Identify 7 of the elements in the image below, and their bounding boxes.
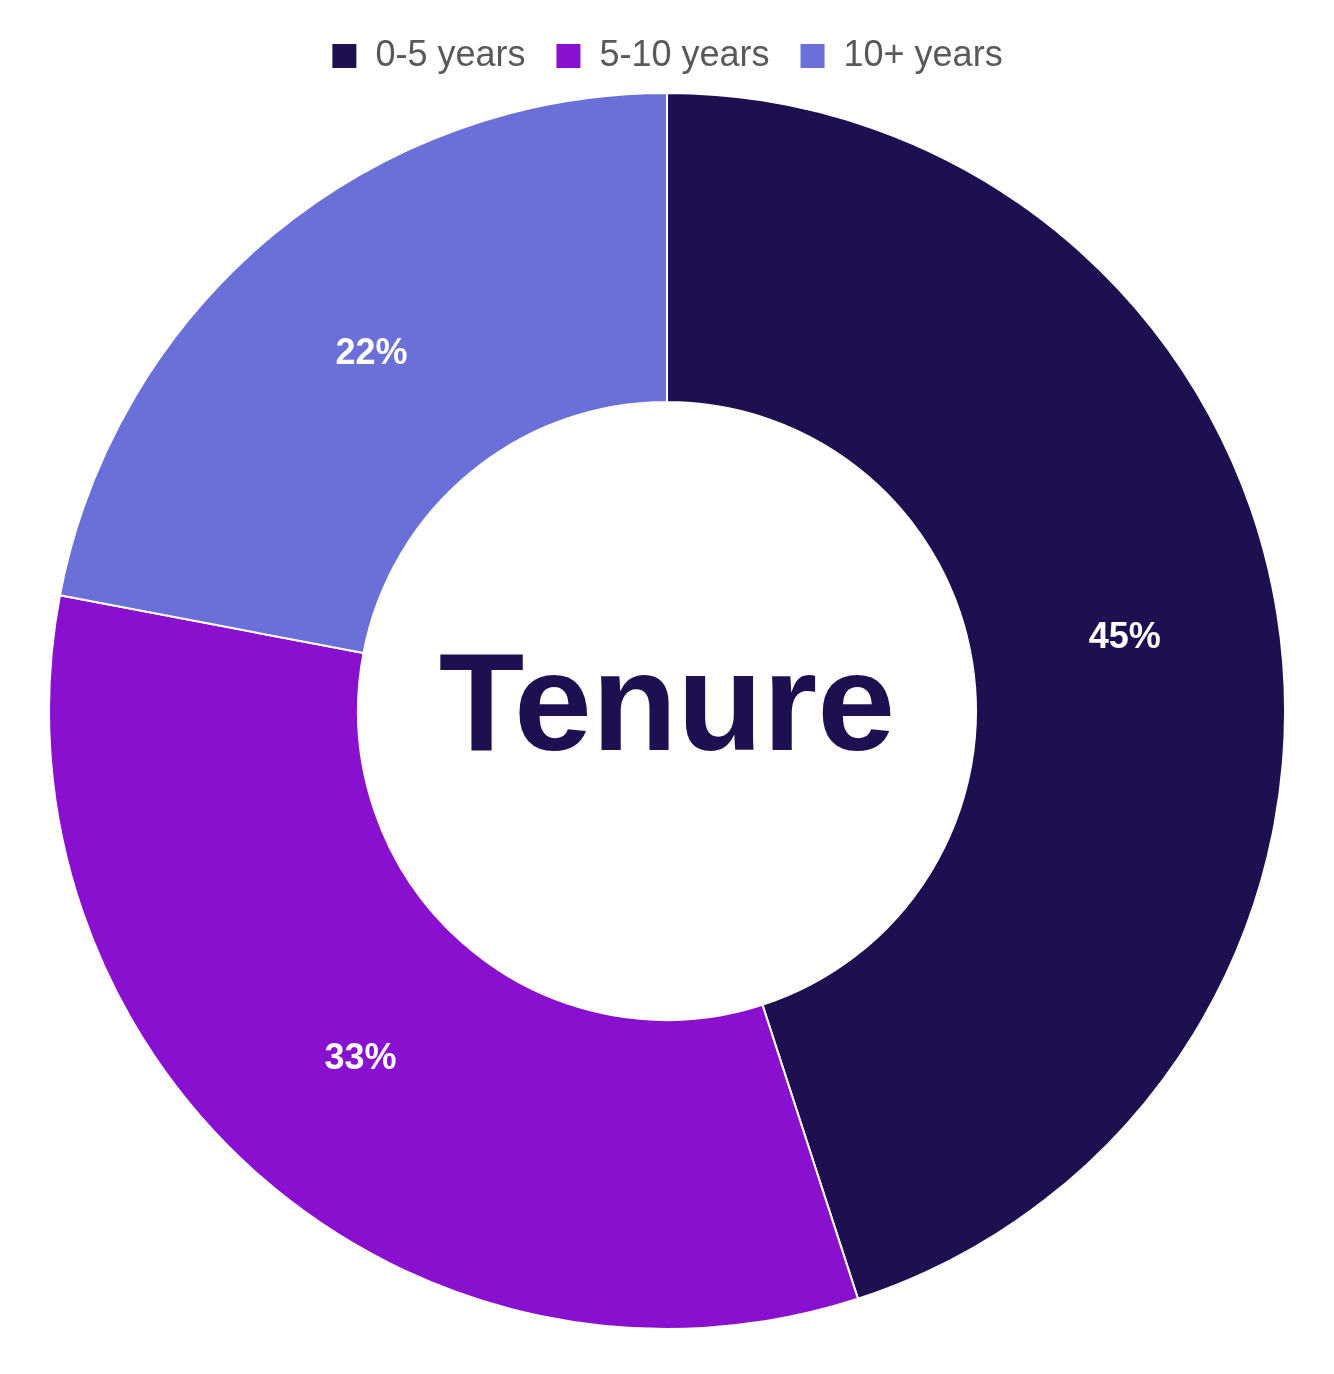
data-label: 45% xyxy=(1088,615,1161,657)
legend-label: 0-5 years xyxy=(375,32,526,74)
text: Tenure xyxy=(438,622,896,780)
legend-label: 5-10 years xyxy=(599,32,770,74)
legend-label: 10+ years xyxy=(843,32,1003,74)
data-label: 33% xyxy=(324,1035,397,1077)
data-label: 22% xyxy=(335,330,408,372)
